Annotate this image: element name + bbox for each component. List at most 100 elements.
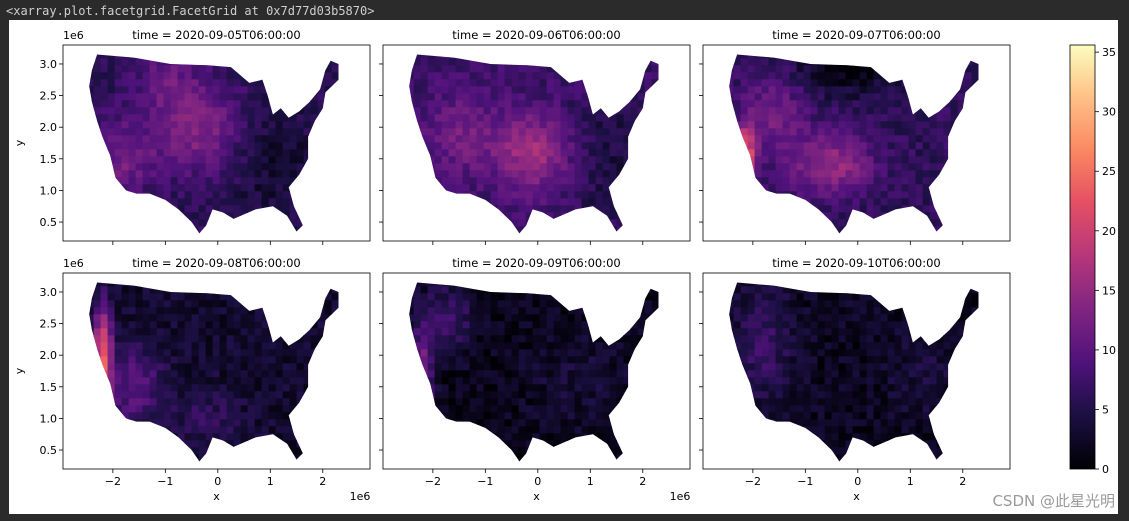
heatmap-cell xyxy=(89,121,95,129)
heatmap-cell xyxy=(156,114,165,122)
heatmap-cell xyxy=(219,342,228,350)
heatmap-cell xyxy=(289,300,298,308)
heatmap-cell xyxy=(971,226,979,234)
heatmap-cell xyxy=(156,86,165,94)
heatmap-cell xyxy=(630,370,639,378)
heatmap-cell xyxy=(775,156,784,164)
heatmap-cell xyxy=(623,65,632,73)
heatmap-cell xyxy=(574,384,583,392)
heatmap-cell xyxy=(149,363,158,371)
heatmap-cell xyxy=(177,440,186,448)
heatmap-cell xyxy=(539,419,548,427)
heatmap-cell xyxy=(427,342,436,350)
heatmap-cell xyxy=(177,79,186,87)
heatmap-cell xyxy=(135,335,144,343)
heatmap-cell xyxy=(747,177,756,185)
heatmap-cell xyxy=(908,177,917,185)
heatmap-cell xyxy=(317,300,326,308)
heatmap-cell xyxy=(651,142,659,150)
heatmap-cell xyxy=(964,156,973,164)
heatmap-cell xyxy=(483,370,492,378)
heatmap-cell xyxy=(163,384,172,392)
heatmap-cell xyxy=(135,93,144,101)
heatmap-cell xyxy=(289,198,298,206)
heatmap-cell xyxy=(852,86,861,94)
heatmap-cell xyxy=(789,170,798,178)
heatmap-cell xyxy=(135,342,144,350)
heatmap-cell xyxy=(339,226,347,234)
heatmap-cell xyxy=(574,72,583,80)
heatmap-cell xyxy=(212,212,221,220)
heatmap-cell xyxy=(434,135,443,143)
heatmap-cell xyxy=(950,121,959,129)
facetgrid-svg: time = 2020-09-05T06:00:000.51.01.52.02.… xyxy=(13,28,1116,503)
heatmap-cell xyxy=(546,54,555,59)
heatmap-cell xyxy=(163,177,172,185)
heatmap-cell xyxy=(149,72,158,80)
heatmap-cell xyxy=(282,293,291,301)
heatmap-cell xyxy=(546,377,555,385)
heatmap-cell xyxy=(233,177,242,185)
heatmap-cell xyxy=(205,398,214,406)
heatmap-cell xyxy=(476,156,485,164)
heatmap-cell xyxy=(602,54,611,59)
heatmap-cell xyxy=(553,226,562,234)
heatmap-cell xyxy=(247,419,256,427)
heatmap-cell xyxy=(525,335,534,343)
heatmap-cell xyxy=(275,314,284,322)
heatmap-cell xyxy=(427,65,436,73)
heatmap-cell xyxy=(609,128,618,136)
heatmap-cell xyxy=(142,100,151,108)
heatmap-cell xyxy=(637,93,646,101)
heatmap-cell xyxy=(413,233,422,234)
heatmap-cell xyxy=(420,391,429,399)
heatmap-cell xyxy=(310,219,319,227)
heatmap-cell xyxy=(936,198,945,206)
heatmap-cell xyxy=(310,282,319,287)
heatmap-cell xyxy=(149,170,158,178)
heatmap-cell xyxy=(623,233,632,234)
heatmap-cell xyxy=(107,377,116,385)
heatmap-cell xyxy=(114,114,123,122)
heatmap-cell xyxy=(525,447,534,455)
heatmap-cell xyxy=(796,54,805,59)
heatmap-cell xyxy=(971,128,979,136)
heatmap-cell xyxy=(303,356,312,364)
heatmap-cell xyxy=(469,377,478,385)
heatmap-cell xyxy=(483,163,492,171)
heatmap-cell xyxy=(303,293,312,301)
heatmap-cell xyxy=(539,226,548,234)
heatmap-cell xyxy=(602,65,611,73)
heatmap-cell xyxy=(567,377,576,385)
heatmap-cell xyxy=(448,65,457,73)
heatmap-cell xyxy=(553,212,562,220)
heatmap-cell xyxy=(511,54,520,59)
heatmap-cell xyxy=(268,342,277,350)
heatmap-cell xyxy=(261,454,270,462)
heatmap-cell xyxy=(560,307,569,315)
heatmap-cell xyxy=(922,107,931,115)
heatmap-cell xyxy=(331,314,339,322)
heatmap-cell xyxy=(476,107,485,115)
y-tick-label: 3.0 xyxy=(40,286,58,299)
heatmap-cell xyxy=(268,363,277,371)
heatmap-cell xyxy=(490,184,499,192)
heatmap-cell xyxy=(268,433,277,441)
heatmap-cell xyxy=(184,156,193,164)
heatmap-cell xyxy=(775,142,784,150)
heatmap-cell xyxy=(768,135,777,143)
heatmap-cell xyxy=(609,219,618,227)
heatmap-cell xyxy=(943,72,952,80)
heatmap-cell xyxy=(100,233,109,234)
heatmap-cell xyxy=(880,72,889,80)
heatmap-cell xyxy=(490,349,499,357)
heatmap-cell xyxy=(796,184,805,192)
heatmap-cell xyxy=(929,212,938,220)
heatmap-cell xyxy=(630,377,639,385)
heatmap-cell xyxy=(247,412,256,420)
heatmap-cell xyxy=(532,286,541,294)
heatmap-cell xyxy=(943,54,952,59)
heatmap-cell xyxy=(163,65,172,73)
heatmap-cell xyxy=(497,321,506,329)
heatmap-cell xyxy=(121,342,130,350)
